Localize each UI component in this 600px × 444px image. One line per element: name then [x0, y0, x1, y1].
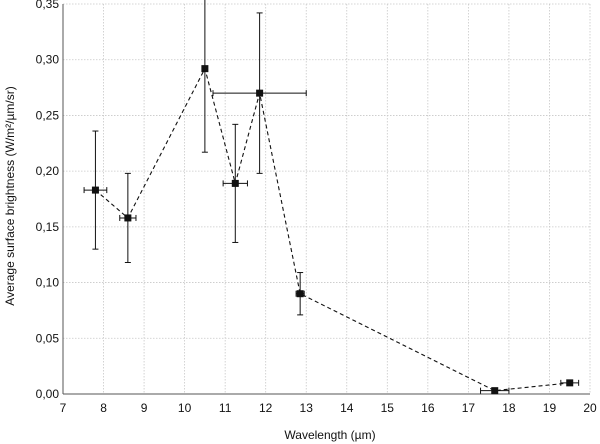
- x-tick-label: 7: [60, 401, 67, 415]
- x-tick-label: 13: [300, 401, 314, 415]
- series-line: [95, 67, 570, 392]
- data-point-marker: [256, 89, 264, 97]
- x-tick-label: 20: [583, 401, 597, 415]
- x-tick-label: 8: [100, 401, 107, 415]
- x-tick-label: 10: [178, 401, 192, 415]
- data-point-marker: [296, 290, 304, 298]
- y-tick-label: 0,15: [36, 220, 60, 234]
- data-point-marker: [124, 214, 132, 222]
- x-tick-label: 17: [462, 401, 476, 415]
- x-tick-label: 19: [543, 401, 557, 415]
- y-tick-label: 0,05: [36, 331, 60, 345]
- x-tick-label: 18: [502, 401, 516, 415]
- x-tick-label: 14: [340, 401, 354, 415]
- y-axis-title: Average surface brightness (W/m²/µm/sr): [3, 86, 17, 305]
- x-axis-title: Wavelength (µm): [284, 428, 375, 442]
- x-tick-label: 15: [381, 401, 395, 415]
- x-tick-label: 12: [259, 401, 273, 415]
- data-point-marker: [491, 387, 499, 395]
- series-layer: [83, 0, 580, 395]
- x-tick-label: 9: [141, 401, 148, 415]
- y-tick-label: 0,20: [36, 164, 60, 178]
- x-tick-label: 16: [421, 401, 435, 415]
- data-point-marker: [566, 379, 574, 387]
- data-point-marker: [231, 179, 239, 187]
- axis-layer: 7 8 9 10 11 12 13 14 15 16 17 18 19 20 0,00 0,05 0,10 0,1…: [36, 0, 597, 415]
- y-tick-label: 0,30: [36, 53, 60, 67]
- label-layer: Wavelength (µm) Average surface brightne…: [3, 86, 376, 442]
- y-tick-label: 0,25: [36, 108, 60, 122]
- data-point-marker: [91, 186, 99, 194]
- y-tick-label: 0,00: [36, 387, 60, 401]
- grid-layer: [62, 3, 591, 395]
- data-point-marker: [201, 65, 209, 73]
- x-tick-label: 11: [219, 401, 232, 415]
- y-tick-label: 0,35: [36, 0, 60, 11]
- y-tick-label: 0,10: [36, 276, 60, 290]
